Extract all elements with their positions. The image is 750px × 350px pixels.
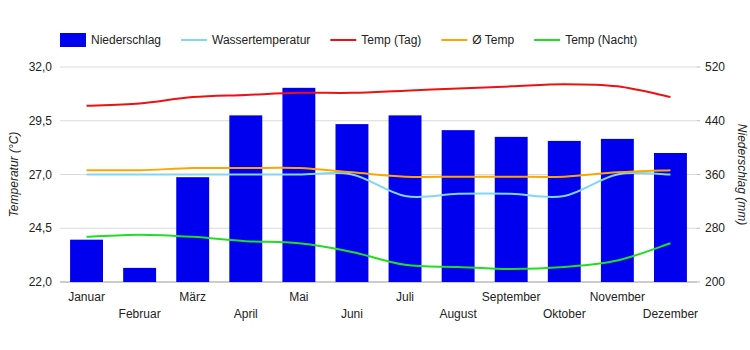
grid-line bbox=[60, 67, 697, 68]
x-tick-label: August bbox=[439, 307, 477, 321]
grid bbox=[60, 67, 697, 282]
legend-swatch bbox=[441, 39, 467, 41]
legend: Niederschlag Wassertemperatur Temp (Tag) Ø … bbox=[60, 33, 637, 47]
line bbox=[87, 168, 671, 177]
bar bbox=[123, 268, 156, 282]
y-tick-label: 22,0 bbox=[29, 275, 53, 289]
x-tick-label: Mai bbox=[289, 290, 308, 304]
y2-tick bbox=[697, 282, 700, 283]
bar bbox=[70, 240, 103, 282]
x-tick-label: September bbox=[482, 290, 541, 304]
y-tick-label: 32,0 bbox=[29, 60, 53, 74]
legend-label: Ø Temp bbox=[472, 33, 514, 47]
y-tick-label: 24,5 bbox=[29, 221, 53, 235]
y-tick-label: 27,0 bbox=[29, 168, 53, 182]
x-tick-label: April bbox=[234, 307, 258, 321]
x-tick-label: März bbox=[179, 290, 206, 304]
legend-label: Temp (Nacht) bbox=[565, 33, 637, 47]
legend-swatch bbox=[330, 39, 356, 41]
y2-tick-label: 360 bbox=[705, 168, 725, 182]
y2-tick-label: 280 bbox=[705, 221, 725, 235]
y-axis-title: Temperatur (°C) bbox=[7, 132, 21, 218]
bar bbox=[548, 141, 581, 282]
y2-tick bbox=[697, 120, 700, 121]
x-tick-label: Februar bbox=[119, 307, 161, 321]
plot-area bbox=[70, 84, 687, 282]
y2-tick bbox=[697, 174, 700, 175]
x-tick-label: Januar bbox=[68, 290, 105, 304]
bar bbox=[336, 124, 369, 282]
bar bbox=[229, 115, 262, 282]
x-tick-label: Oktober bbox=[543, 307, 586, 321]
legend-label: Temp (Tag) bbox=[361, 33, 421, 47]
bar bbox=[442, 130, 475, 282]
y2-axis-title: Niederschlag (mm) bbox=[735, 124, 749, 225]
bar bbox=[282, 88, 315, 282]
legend-swatch bbox=[60, 33, 86, 47]
legend-swatch bbox=[534, 39, 560, 41]
line bbox=[87, 173, 671, 197]
bar bbox=[176, 177, 209, 282]
x-tick-label: November bbox=[590, 290, 645, 304]
legend-label: Niederschlag bbox=[91, 33, 161, 47]
bar bbox=[495, 137, 528, 282]
y2-tick bbox=[697, 67, 700, 68]
y2-tick-label: 440 bbox=[705, 114, 725, 128]
y2-tick-label: 520 bbox=[705, 60, 725, 74]
legend-label: Wassertemperatur bbox=[212, 33, 310, 47]
y2-tick-label: 200 bbox=[705, 275, 725, 289]
line bbox=[87, 84, 671, 106]
x-tick-label: Dezember bbox=[643, 307, 698, 321]
y2-tick bbox=[697, 228, 700, 229]
legend-swatch bbox=[181, 39, 207, 41]
grid-line bbox=[60, 120, 697, 121]
y-tick-label: 29,5 bbox=[29, 114, 53, 128]
line bbox=[87, 235, 671, 269]
bar bbox=[654, 153, 687, 282]
x-tick-label: Juni bbox=[341, 307, 363, 321]
chart: 22,0 24,5 27,0 29,5 32,0 200 280 360 440 520 Tempe… bbox=[0, 0, 750, 350]
bar bbox=[389, 115, 422, 282]
x-tick-label: Juli bbox=[396, 290, 414, 304]
